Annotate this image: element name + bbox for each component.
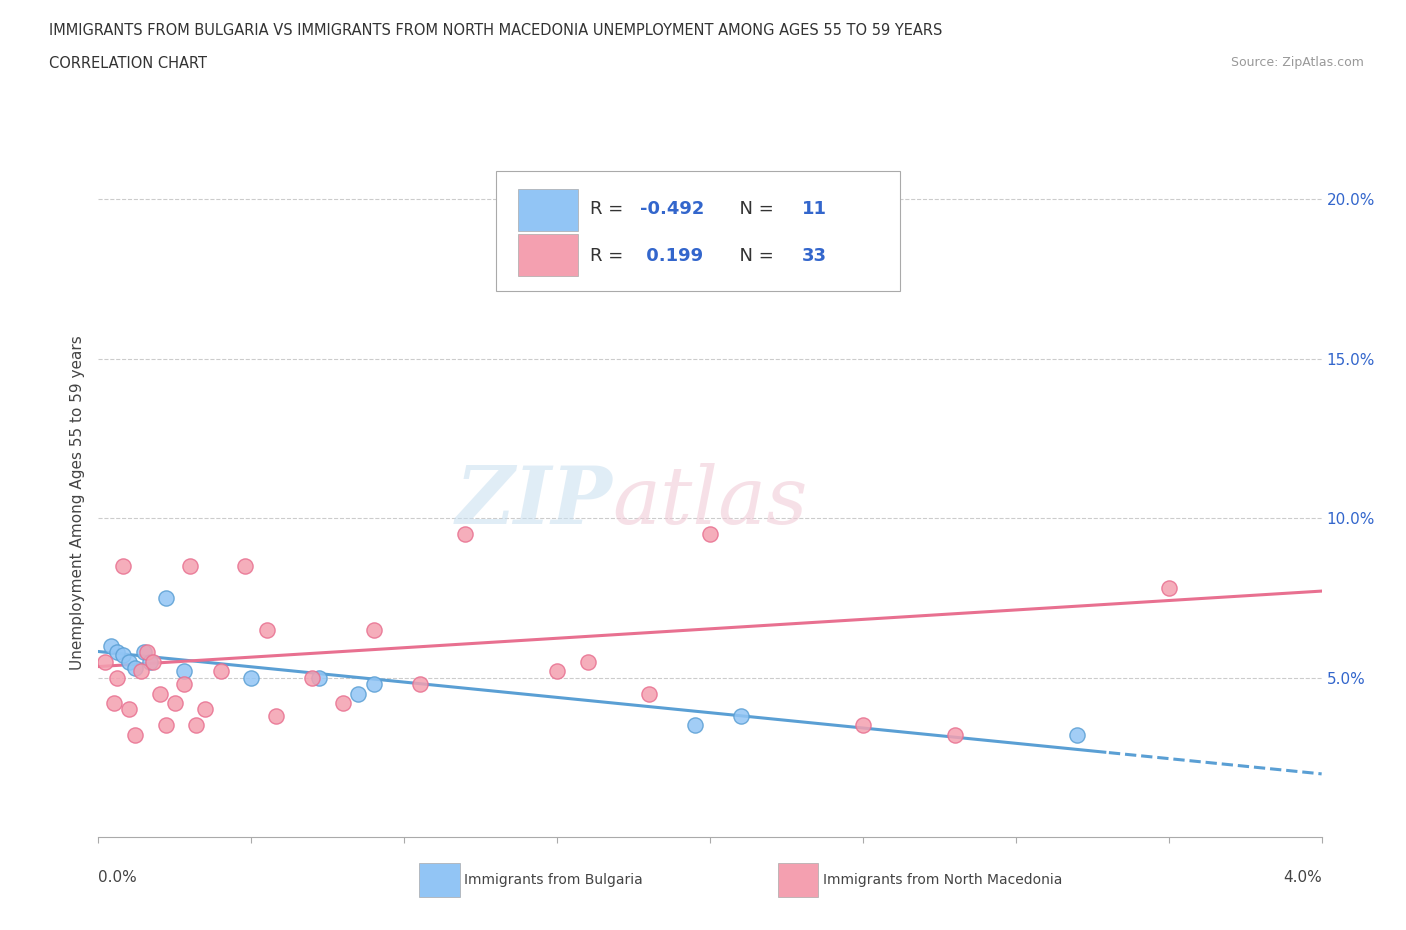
Point [142,654,165,669]
Point [186,718,208,733]
Point [233,559,256,574]
Point [173,676,195,691]
Point [576,654,599,669]
Text: CORRELATION CHART: CORRELATION CHART [49,56,207,71]
Point [347,686,370,701]
Text: N =: N = [728,246,780,265]
Point [546,664,568,679]
Point [105,644,128,659]
Text: Immigrants from North Macedonia: Immigrants from North Macedonia [823,872,1062,887]
Point [163,696,186,711]
Point [111,559,134,574]
Point [179,559,201,574]
Text: R =: R = [591,200,628,218]
Point [111,648,134,663]
Point [100,638,122,653]
Point [118,702,141,717]
Text: 11: 11 [801,200,827,218]
FancyBboxPatch shape [517,190,578,231]
Point [139,654,162,669]
Point [699,526,721,541]
Point [683,718,706,733]
Text: ZIP: ZIP [456,463,612,541]
Text: -0.492: -0.492 [640,200,704,218]
Point [124,660,146,675]
Point [454,526,477,541]
Point [105,671,128,685]
Text: 4.0%: 4.0% [1282,870,1322,884]
Point [93,654,115,669]
Point [638,686,661,701]
Point [1066,727,1088,742]
Text: R =: R = [591,246,628,265]
Point [308,671,330,685]
Point [852,718,875,733]
Point [264,709,287,724]
Point [363,622,385,637]
Point [943,727,966,742]
Point [155,718,177,733]
Point [730,709,752,724]
Point [149,686,172,701]
Point [332,696,354,711]
Y-axis label: Unemployment Among Ages 55 to 59 years: Unemployment Among Ages 55 to 59 years [70,335,86,670]
Point [173,664,195,679]
Text: atlas: atlas [612,463,807,541]
Text: 33: 33 [801,246,827,265]
Point [1157,581,1180,596]
Point [155,591,177,605]
Point [501,224,523,239]
Point [408,676,430,691]
Text: IMMIGRANTS FROM BULGARIA VS IMMIGRANTS FROM NORTH MACEDONIA UNEMPLOYMENT AMONG A: IMMIGRANTS FROM BULGARIA VS IMMIGRANTS F… [49,23,942,38]
FancyBboxPatch shape [517,234,578,276]
Point [134,644,156,659]
Point [118,654,141,669]
Point [240,671,263,685]
Text: 0.199: 0.199 [640,246,703,265]
Point [103,696,125,711]
Point [209,664,232,679]
FancyBboxPatch shape [496,171,900,291]
Point [301,671,323,685]
Point [256,622,278,637]
Text: Immigrants from Bulgaria: Immigrants from Bulgaria [464,872,643,887]
Text: Source: ZipAtlas.com: Source: ZipAtlas.com [1230,56,1364,69]
Point [194,702,217,717]
Point [136,644,159,659]
Text: 0.0%: 0.0% [98,870,138,884]
Point [129,664,152,679]
Point [363,676,385,691]
Point [124,727,146,742]
Text: N =: N = [728,200,780,218]
